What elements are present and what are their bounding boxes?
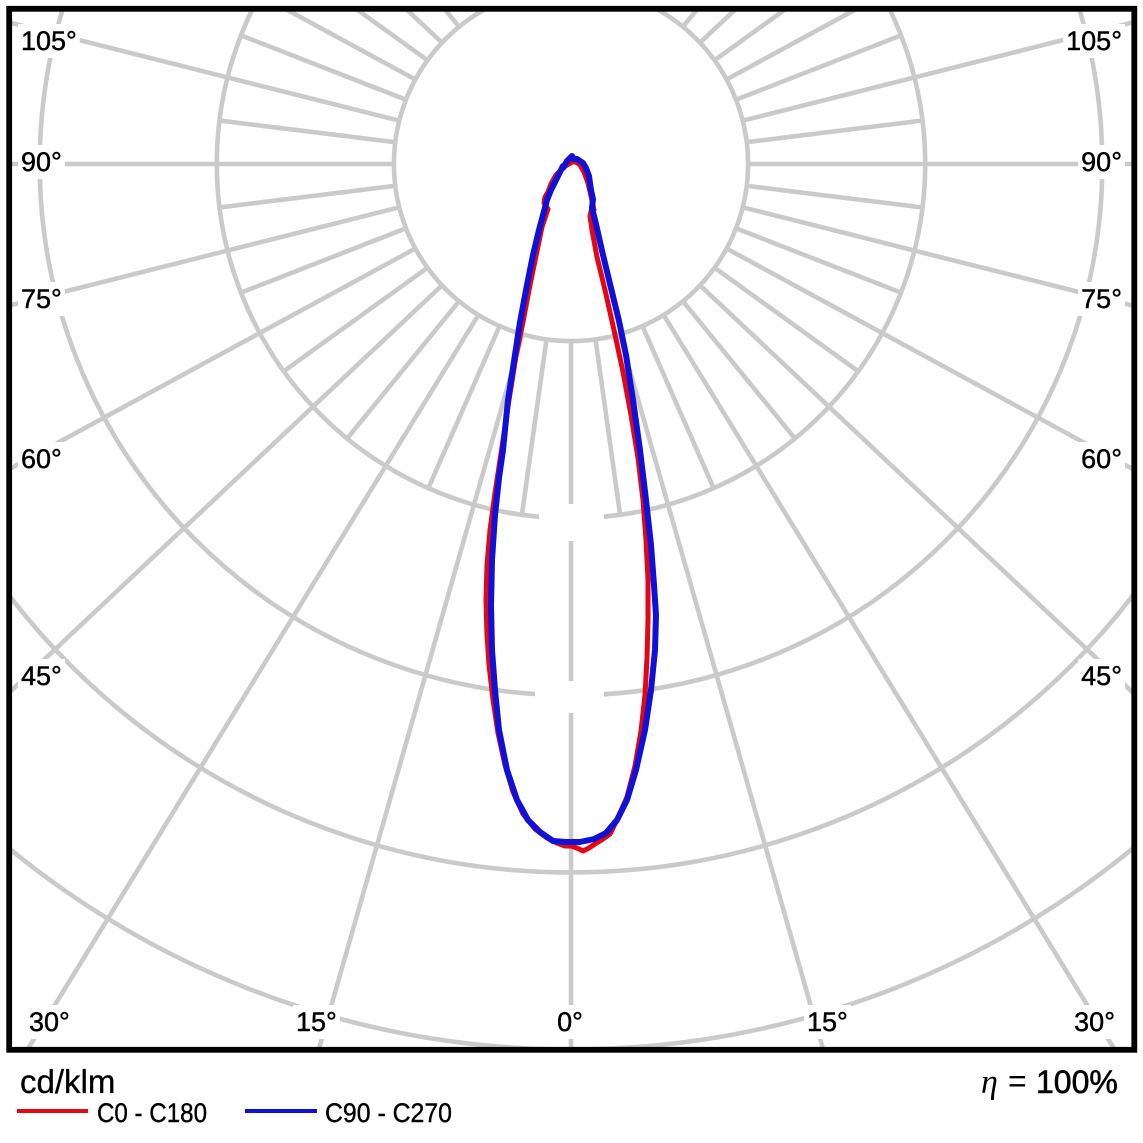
svg-text:=: =	[1008, 1063, 1027, 1099]
svg-text:75°: 75°	[1081, 284, 1122, 314]
svg-text:90°: 90°	[21, 147, 62, 177]
svg-text:45°: 45°	[1081, 661, 1122, 691]
svg-text:30°: 30°	[1074, 1007, 1115, 1037]
svg-text:0°: 0°	[557, 1007, 583, 1037]
svg-text:cd/klm: cd/klm	[20, 1063, 115, 1100]
svg-text:C0 - C180: C0 - C180	[97, 1098, 207, 1128]
svg-text:100%: 100%	[1036, 1064, 1118, 1100]
svg-text:45°: 45°	[21, 661, 62, 691]
svg-text:105°: 105°	[1066, 26, 1122, 56]
svg-text:90°: 90°	[1081, 147, 1122, 177]
svg-text:60°: 60°	[21, 444, 62, 474]
svg-text:15°: 15°	[807, 1007, 848, 1037]
svg-text:η: η	[981, 1064, 998, 1101]
svg-text:15°: 15°	[296, 1007, 337, 1037]
svg-text:105°: 105°	[21, 26, 77, 56]
svg-text:C90 - C270: C90 - C270	[325, 1098, 452, 1128]
svg-text:30°: 30°	[29, 1007, 70, 1037]
svg-text:75°: 75°	[21, 284, 62, 314]
svg-text:60°: 60°	[1081, 444, 1122, 474]
